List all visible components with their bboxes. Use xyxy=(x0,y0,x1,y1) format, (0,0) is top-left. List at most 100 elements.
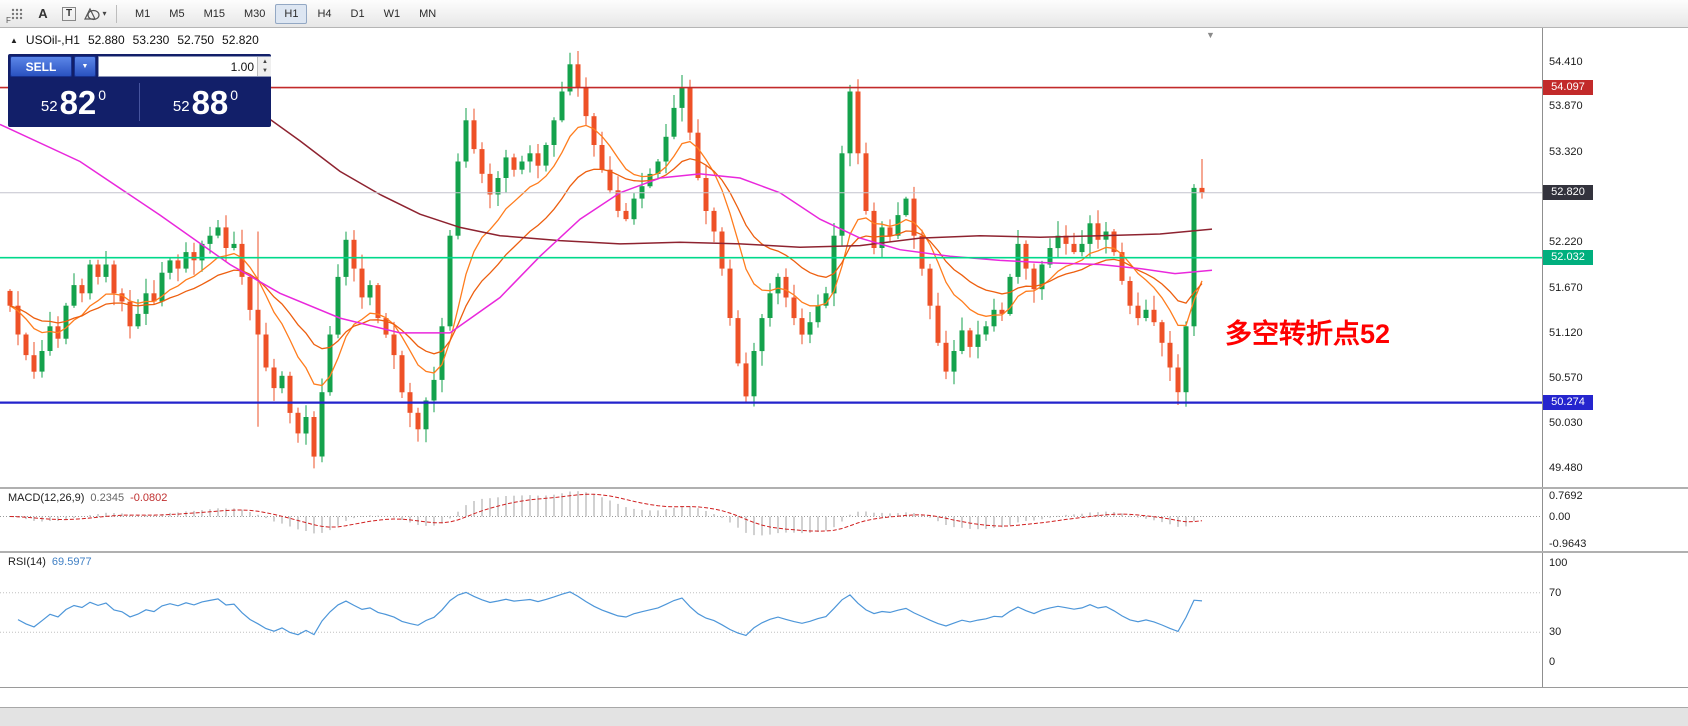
price-axis-label: 50.030 xyxy=(1549,417,1583,429)
rsi-axis-label: 100 xyxy=(1549,557,1568,569)
dots-grid-icon xyxy=(11,8,23,19)
chevron-down-icon: ▾ xyxy=(102,9,107,18)
sell-button[interactable]: SELL xyxy=(10,56,72,77)
macd-label: MACD(12,26,9) 0.2345 -0.0802 xyxy=(8,492,167,504)
volume-decrease-button[interactable]: ▼ xyxy=(258,66,271,76)
buy-price-sup: 0 xyxy=(230,87,239,103)
panel-separator[interactable] xyxy=(0,551,1688,553)
buy-price[interactable]: 52 88 0 xyxy=(140,79,271,125)
ohlc-low: 52.750 xyxy=(177,33,215,47)
price-axis-label: 52.220 xyxy=(1549,236,1583,248)
rsi-plot[interactable]: RSI(14) 69.5977 xyxy=(0,553,1542,687)
timeframe-button-m30[interactable]: M30 xyxy=(243,7,266,20)
rsi-name: RSI(14) xyxy=(8,556,46,568)
macd-histogram xyxy=(17,491,1203,536)
rsi-axis[interactable]: 100 70 30 0 xyxy=(1542,553,1688,687)
shapes-tool-button[interactable]: ▾ xyxy=(83,3,107,25)
text-label-tool-button[interactable]: T xyxy=(57,3,81,25)
timeframe-button-m1[interactable]: M1 xyxy=(135,7,151,20)
ohlc-open: 52.880 xyxy=(87,33,125,47)
macd-axis-label: -0.9643 xyxy=(1549,538,1587,550)
chart-header: ▲ USOil-,H1 52.880 53.230 52.750 52.820 xyxy=(10,33,259,47)
rsi-panel: RSI(14) 69.5977 100 70 30 0 xyxy=(0,553,1688,687)
rsi-label: RSI(14) 69.5977 xyxy=(8,556,92,568)
macd-chart[interactable] xyxy=(0,489,1542,551)
panel-separator[interactable] xyxy=(0,487,1688,489)
macd-value-signal: -0.0802 xyxy=(130,492,168,504)
text-annotation-tool-button[interactable]: A xyxy=(31,3,55,25)
volume-increase-button[interactable]: ▲ xyxy=(258,57,271,67)
buy-price-big: 88 xyxy=(191,83,229,121)
volume-field: ▲ ▼ xyxy=(98,56,271,77)
timeframe-button-h4[interactable]: H4 xyxy=(317,7,332,20)
chevron-down-icon: ▼ xyxy=(81,63,89,70)
price-tag: 50.274 xyxy=(1543,395,1593,410)
rsi-line[interactable] xyxy=(17,591,1203,637)
price-axis-label: 54.410 xyxy=(1549,56,1583,68)
price-axis-label: 51.670 xyxy=(1549,282,1583,294)
pattern-badge: F xyxy=(6,15,11,25)
ma-slowest-magenta[interactable] xyxy=(0,123,1213,334)
macd-axis-label: 0.7692 xyxy=(1549,490,1583,502)
timeframe-button-h1[interactable]: H1 xyxy=(275,3,308,24)
macd-axis[interactable]: 0.7692 0.00 -0.9643 xyxy=(1542,489,1688,551)
main-chart-row: ▲ USOil-,H1 52.880 53.230 52.750 52.820 … xyxy=(0,28,1688,487)
one-click-trading-panel: SELL ▼ ▲ ▼ BUY 52 82 0 xyxy=(8,54,271,127)
symbol-marker-icon: ▲ xyxy=(10,35,18,45)
ma-slow-orange[interactable] xyxy=(9,158,1203,355)
trade-panel-controls: SELL ▼ ▲ ▼ BUY xyxy=(8,54,271,79)
horizontal-scrollbar-area[interactable] xyxy=(0,707,1688,726)
rsi-axis-label: 0 xyxy=(1549,656,1556,668)
macd-plot[interactable]: MACD(12,26,9) 0.2345 -0.0802 xyxy=(0,489,1542,551)
price-axis-label: 50.570 xyxy=(1549,372,1583,384)
chart-shift-marker-icon[interactable]: ▼ xyxy=(1206,30,1215,40)
macd-name: MACD(12,26,9) xyxy=(8,492,85,504)
volume-dropdown-button[interactable]: ▼ xyxy=(74,56,96,77)
trade-panel-prices: 52 82 0 52 88 0 xyxy=(8,79,271,125)
macd-signal-line xyxy=(9,493,1203,532)
price-axis-label: 53.870 xyxy=(1549,100,1583,112)
macd-axis-label: 0.00 xyxy=(1549,511,1571,523)
timeframe-button-m15[interactable]: M15 xyxy=(203,7,225,20)
price-axis-label: 53.320 xyxy=(1549,146,1583,158)
price-divider xyxy=(139,83,140,121)
text-a-icon: A xyxy=(38,6,48,21)
rsi-chart[interactable] xyxy=(0,553,1542,687)
candlestick-chart[interactable] xyxy=(0,28,1542,487)
sell-price-prefix: 52 xyxy=(40,97,58,115)
price-axis-label: 51.120 xyxy=(1549,327,1583,339)
sell-price-sup: 0 xyxy=(98,87,107,103)
volume-input[interactable] xyxy=(99,57,257,76)
ohlc-close: 52.820 xyxy=(222,33,259,47)
macd-panel: MACD(12,26,9) 0.2345 -0.0802 0.7692 0.00 -… xyxy=(0,489,1688,551)
macd-value-main: 0.2345 xyxy=(90,492,125,504)
toolbar-separator xyxy=(116,4,117,23)
shapes-icon xyxy=(84,7,101,20)
timeframe-button-m5[interactable]: M5 xyxy=(169,7,185,20)
chart-annotation[interactable]: 多空转折点52 xyxy=(1225,319,1391,349)
text-t-icon: T xyxy=(62,6,76,21)
price-tag: 52.820 xyxy=(1543,185,1593,200)
ma-medium-maroon[interactable] xyxy=(259,111,1213,248)
sell-price-big: 82 xyxy=(59,83,97,121)
time-axis-area[interactable] xyxy=(0,687,1688,707)
spinner-up-icon: ▲ xyxy=(262,58,268,65)
price-tag: 52.032 xyxy=(1543,250,1593,265)
spinner-down-icon: ▼ xyxy=(262,68,268,75)
price-axis[interactable]: 54.410 53.870 53.320 52.220 51.670 51.120 50.5… xyxy=(1542,28,1688,487)
rsi-axis-label: 30 xyxy=(1549,626,1562,638)
timeframe-button-d1[interactable]: D1 xyxy=(350,7,365,20)
timeframe-button-w1[interactable]: W1 xyxy=(383,7,401,20)
main-chart-plot[interactable]: ▲ USOil-,H1 52.880 53.230 52.750 52.820 … xyxy=(0,28,1542,487)
price-tag: 54.097 xyxy=(1543,80,1593,95)
sell-price[interactable]: 52 82 0 xyxy=(8,79,139,125)
timeframe-button-mn[interactable]: MN xyxy=(419,7,437,20)
price-axis-label: 49.480 xyxy=(1549,462,1583,474)
timeframe-group: M1 M5 M15 M30 H1 H4 D1 W1 MN xyxy=(126,3,445,24)
symbol-period-label: USOil-,H1 xyxy=(25,33,80,47)
pattern-tool-button[interactable]: F xyxy=(5,3,29,25)
ma-fast-orange[interactable] xyxy=(9,124,1203,387)
rsi-axis-label: 70 xyxy=(1549,587,1562,599)
volume-spinner: ▲ ▼ xyxy=(257,57,271,76)
